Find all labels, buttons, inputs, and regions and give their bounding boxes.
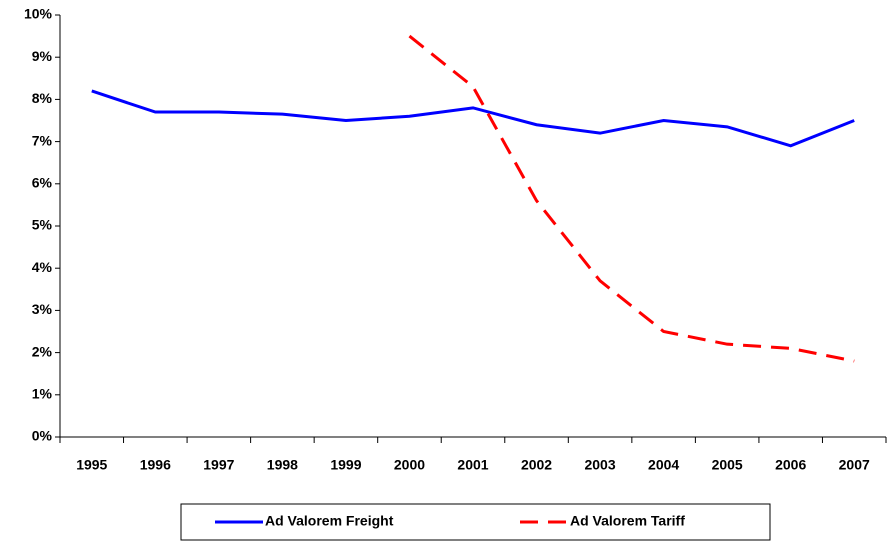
x-tick-label: 2006	[775, 457, 806, 473]
x-tick-label: 1997	[203, 457, 234, 473]
x-tick-label: 2003	[584, 457, 615, 473]
line-series	[91, 89, 855, 148]
y-tick-label: 1%	[32, 386, 53, 402]
x-tick-label: 2001	[457, 457, 488, 473]
y-tick-label: 3%	[32, 301, 53, 317]
y-tick-label: 10%	[24, 6, 53, 22]
y-tick-label: 7%	[32, 132, 53, 148]
y-tick-label: 4%	[32, 259, 53, 275]
y-tick-label: 6%	[32, 175, 53, 191]
legend-label: Ad Valorem Tariff	[570, 513, 685, 529]
legend-box	[180, 503, 771, 541]
x-tick-label: 1995	[76, 457, 107, 473]
y-tick-label: 2%	[32, 343, 53, 359]
legend-label: Ad Valorem Freight	[265, 513, 394, 529]
x-tick-label: 2004	[648, 457, 679, 473]
y-tick-label: 5%	[32, 217, 53, 233]
x-tick-label: 2007	[839, 457, 870, 473]
x-tick-label: 2002	[521, 457, 552, 473]
x-tick-label: 2005	[712, 457, 743, 473]
x-tick-label: 1998	[267, 457, 298, 473]
y-tick-label: 8%	[32, 90, 53, 106]
y-tick-label: 9%	[32, 48, 53, 64]
x-tick-label: 2000	[394, 457, 425, 473]
x-tick-label: 1996	[140, 457, 171, 473]
x-tick-label: 1999	[330, 457, 361, 473]
line-series	[408, 34, 855, 363]
y-tick-label: 0%	[32, 428, 53, 444]
